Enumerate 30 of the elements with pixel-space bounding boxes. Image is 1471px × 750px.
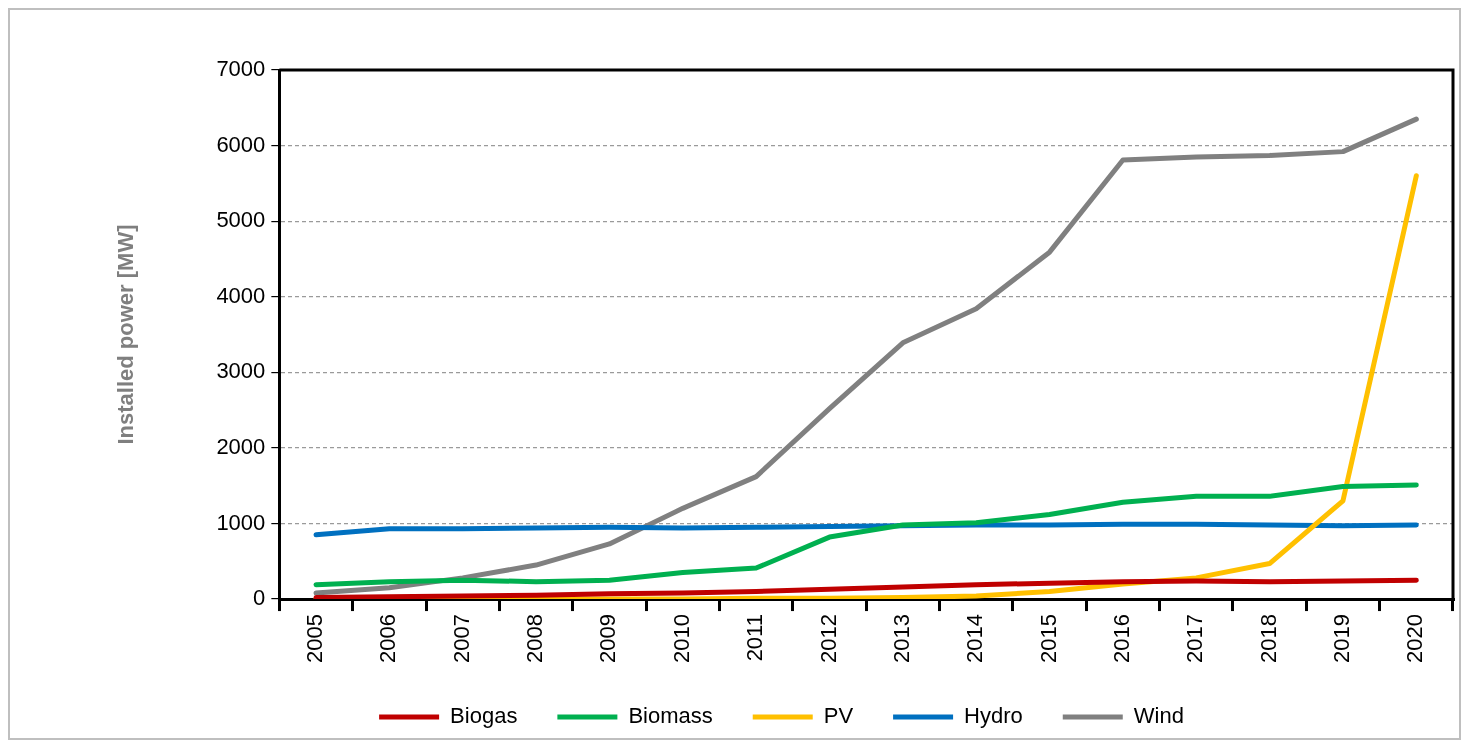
x-tick-label: 2008 xyxy=(522,614,548,664)
x-tick-label: 2016 xyxy=(1108,614,1134,664)
legend-label: Hydro xyxy=(964,703,1023,729)
x-tick-label: 2014 xyxy=(962,614,988,664)
legend-label: Biomass xyxy=(628,703,713,729)
y-tick-label: 2000 xyxy=(216,433,266,459)
x-tick-label: 2015 xyxy=(1035,614,1061,664)
x-tick-label: 2005 xyxy=(302,614,328,664)
y-tick-label: 3000 xyxy=(216,358,266,384)
y-tick-label: 6000 xyxy=(216,131,266,157)
x-tick-label: 2018 xyxy=(1255,614,1281,664)
y-tick-label: 4000 xyxy=(216,282,266,308)
y-tick-label: 7000 xyxy=(216,56,266,82)
legend-label: Wind xyxy=(1133,703,1184,729)
y-tick-label: 1000 xyxy=(216,509,266,535)
y-tick-label: 5000 xyxy=(216,207,266,233)
y-axis-title: Installed power [MW] xyxy=(113,224,139,445)
x-tick-label: 2009 xyxy=(595,614,621,664)
x-tick-label: 2013 xyxy=(888,614,914,664)
x-tick-label: 2020 xyxy=(1402,614,1428,664)
x-tick-label: 2011 xyxy=(742,614,768,662)
x-tick-label: 2006 xyxy=(375,614,401,664)
legend-label: PV xyxy=(823,703,854,729)
y-tick-label: 0 xyxy=(253,585,266,611)
x-tick-label: 2007 xyxy=(448,614,474,664)
x-tick-label: 2010 xyxy=(668,614,694,664)
x-tick-label: 2012 xyxy=(815,614,841,664)
legend-label: Biogas xyxy=(450,703,518,729)
x-tick-label: 2019 xyxy=(1329,614,1355,664)
x-tick-label: 2017 xyxy=(1182,614,1208,664)
